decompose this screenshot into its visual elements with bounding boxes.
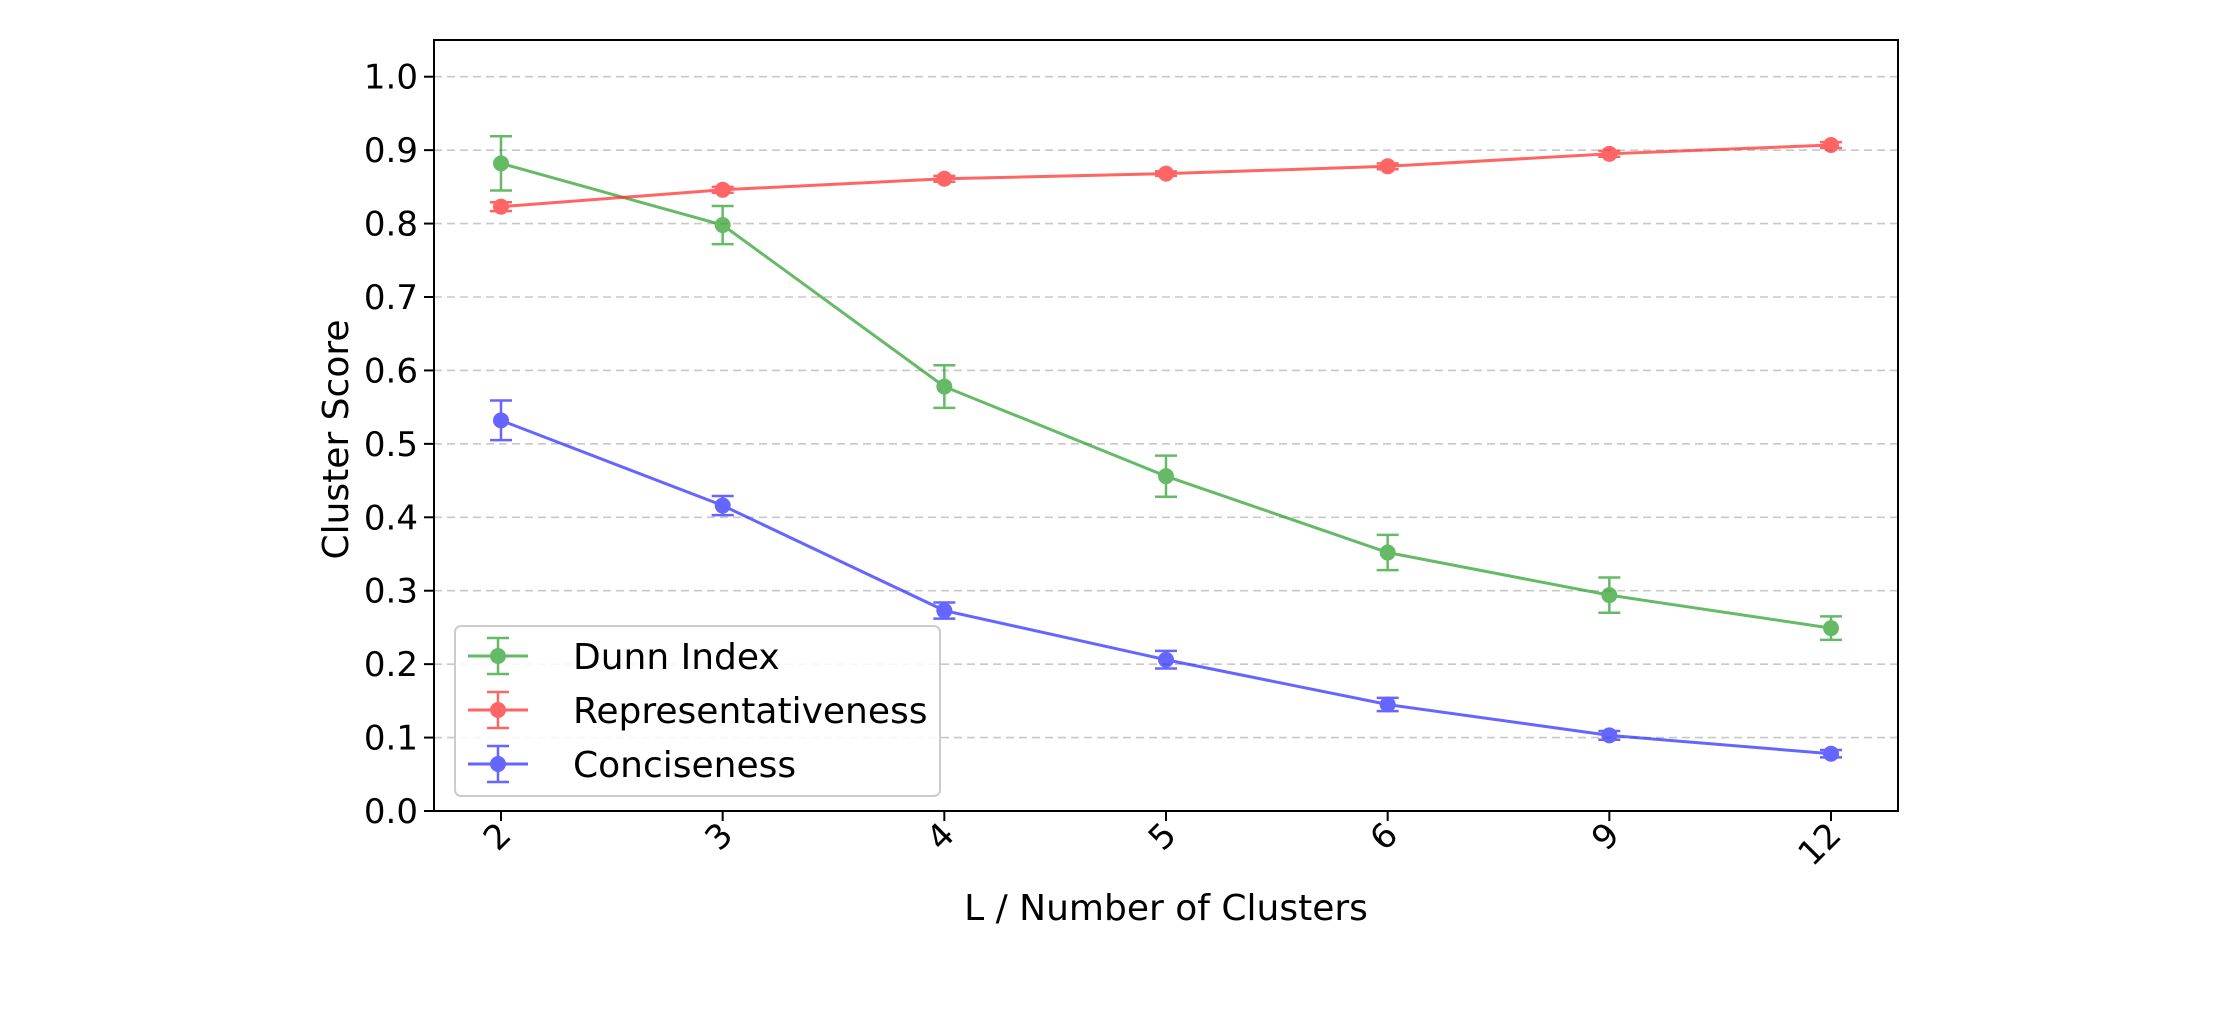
y-tick-label: 0.8 <box>364 205 418 245</box>
data-point <box>1601 587 1618 604</box>
y-tick-label: 0.6 <box>364 351 418 391</box>
y-tick-label: 0.2 <box>364 645 418 685</box>
legend: Dunn Index Representativeness Conciseness <box>454 625 941 797</box>
legend-marker <box>490 702 506 718</box>
legend-marker <box>490 756 506 772</box>
legend-item-dunn-index <box>468 636 528 676</box>
legend-item-conciseness <box>468 744 528 784</box>
legend-box <box>454 625 941 797</box>
series-layer <box>490 134 1842 762</box>
y-tick-label: 0.9 <box>364 131 418 171</box>
y-tick-label: 0.0 <box>364 792 418 832</box>
data-point <box>1158 468 1174 485</box>
data-point <box>1823 745 1839 762</box>
data-point <box>714 217 731 234</box>
y-axis-label: Cluster Score <box>316 319 357 559</box>
legend-label: Conciseness <box>573 745 796 786</box>
legend-marker <box>490 648 506 664</box>
data-point <box>1158 651 1174 668</box>
data-point <box>493 155 509 172</box>
legend-item-representativeness <box>468 690 528 730</box>
y-tick-label: 0.7 <box>364 278 418 318</box>
y-tick-label: 0.3 <box>364 572 418 612</box>
data-point <box>714 181 731 198</box>
series-dunn-index <box>490 134 1842 642</box>
data-point <box>936 170 953 187</box>
data-point <box>1158 165 1174 182</box>
data-point <box>1379 696 1396 713</box>
y-axis: 0.0 0.1 0.2 0.3 0.4 0.5 0.6 0.7 0.8 0.9 1.0 <box>364 58 434 832</box>
legend-label: Dunn Index <box>573 637 780 678</box>
data-point <box>1823 137 1839 154</box>
data-point <box>1601 727 1618 744</box>
data-point <box>1379 158 1396 175</box>
y-tick-label: 1.0 <box>364 58 418 98</box>
series-conciseness <box>490 399 1842 762</box>
series-representativeness <box>490 137 1842 215</box>
y-tick-label: 0.4 <box>364 498 418 538</box>
data-point <box>1379 544 1396 561</box>
data-point <box>714 497 731 514</box>
data-point <box>1601 145 1618 162</box>
data-point <box>936 378 953 395</box>
data-point <box>493 412 509 429</box>
data-point <box>936 602 953 619</box>
data-point <box>493 198 509 215</box>
y-tick-label: 0.1 <box>364 719 418 759</box>
y-tick-label: 0.5 <box>364 425 418 465</box>
data-point <box>1823 620 1839 637</box>
legend-label: Representativeness <box>573 691 928 732</box>
x-axis-label: L / Number of Clusters <box>964 888 1368 929</box>
